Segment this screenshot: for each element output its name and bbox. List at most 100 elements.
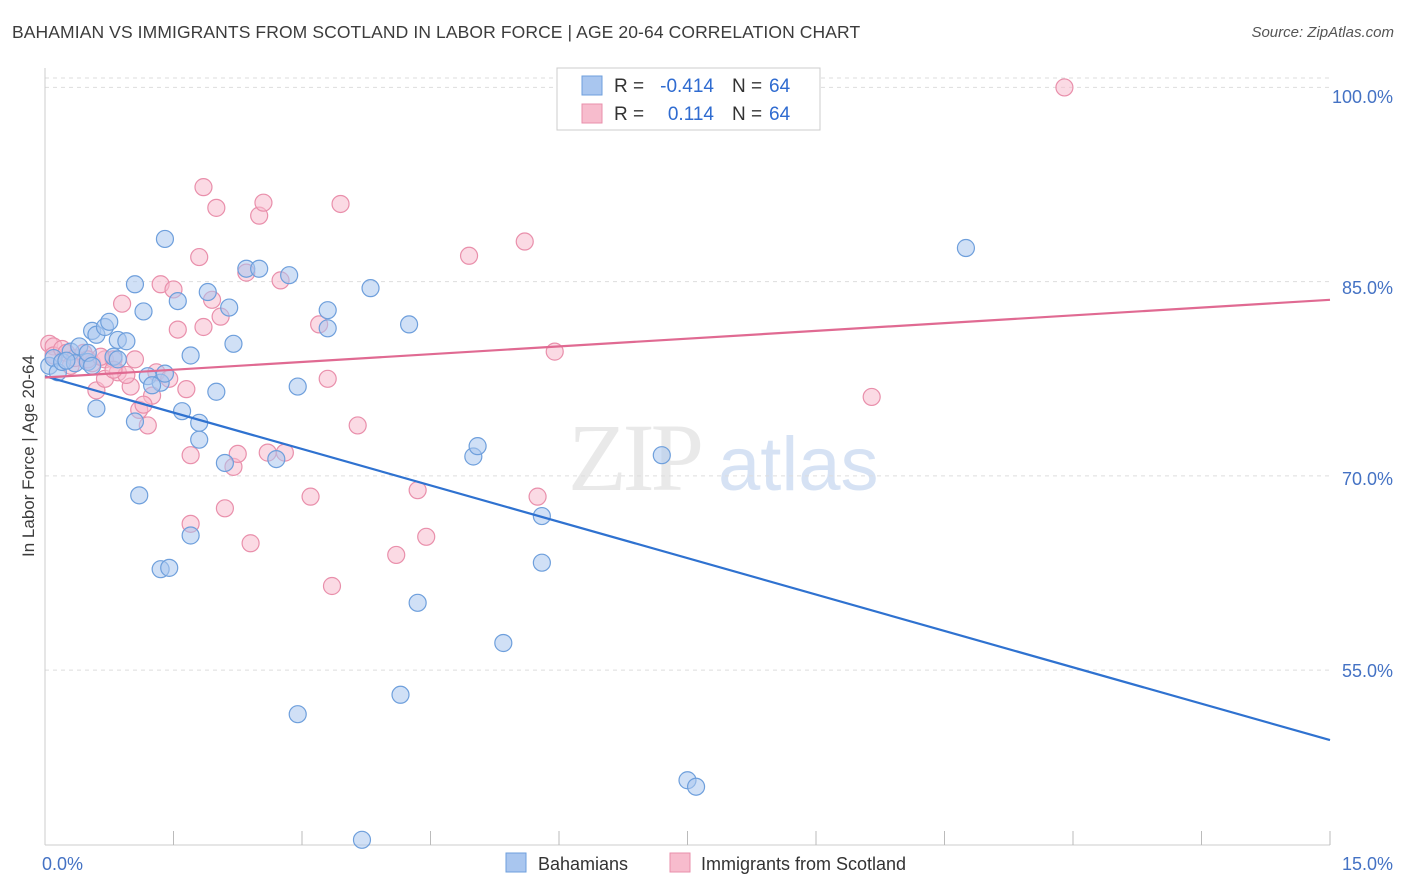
bahamians-point-52 (408, 593, 427, 612)
chart-title: BAHAMIAN VS IMMIGRANTS FROM SCOTLAND IN … (12, 22, 861, 42)
bahamians-point-31 (190, 413, 209, 432)
bahamians-point-55 (494, 633, 513, 653)
bahamians-point-63 (142, 376, 162, 395)
bahamians-point-43 (318, 319, 337, 338)
scotland-point-55 (862, 387, 881, 407)
scotland-point-36 (241, 534, 260, 553)
trend-line-scotland (44, 298, 1331, 379)
bahamians-point-42 (288, 377, 307, 396)
bahamians-point-12 (87, 399, 106, 418)
y-axis-title: In Labor Force | Age 20-64 (19, 355, 38, 557)
bahamians-point-17 (108, 350, 127, 369)
bahamians-point-46 (399, 315, 419, 334)
y-tick-label-85: 85.0% (1342, 278, 1393, 298)
scotland-point-28 (190, 247, 209, 267)
bahamians-point-39 (250, 259, 269, 278)
scotland-point-34 (228, 444, 247, 464)
bahamians-point-26 (155, 229, 175, 249)
scotland-point-31 (207, 198, 226, 217)
scotland-point-16 (125, 350, 145, 369)
bahamians-point-58 (652, 446, 671, 465)
scotland-point-27 (181, 446, 200, 465)
bahamians-point-33 (198, 282, 217, 302)
legend-bottom: Bahamians Immigrants from Scotland (505, 852, 906, 874)
bahamians-point-18 (117, 332, 136, 351)
bahamians-point-30 (181, 346, 200, 365)
watermark: ZIP atlas (568, 404, 879, 511)
legend-swatch-scotland (581, 103, 603, 124)
bahamians-point-29 (181, 526, 200, 545)
bahamians-point-19 (125, 275, 145, 294)
bahamians-point-60 (686, 777, 706, 796)
series-bahamians-points (40, 229, 976, 849)
scotland-point-47 (348, 416, 367, 435)
scotland-point-48 (387, 545, 406, 565)
bahamians-point-57 (532, 553, 551, 572)
bahamians-point-9 (83, 356, 102, 375)
scotland-point-45 (322, 576, 342, 596)
y-tick-label-55: 55.0% (1342, 661, 1393, 681)
legend-n-label-2: N = (732, 104, 762, 125)
bahamians-point-37 (224, 334, 243, 353)
legend-bottom-swatch-bahamians (505, 852, 527, 873)
bahamians-point-48 (160, 558, 179, 577)
bahamians-point-35 (215, 453, 234, 473)
bahamians-point-27 (168, 292, 187, 311)
bahamians-point-54 (468, 437, 487, 456)
bahamians-point-61 (956, 238, 976, 258)
bahamians-point-51 (391, 685, 410, 704)
scotland-point-56 (1055, 78, 1074, 97)
series-immigrants-from-scotland-points (40, 78, 1074, 596)
legend-n-value-1: 64 (769, 76, 791, 97)
scotland-point-25 (177, 380, 196, 399)
trend-lines (44, 298, 1331, 742)
scotland-point-51 (459, 246, 479, 265)
legend-top: R = -0.414 N = 64 R = 0.114 N = 64 (556, 67, 821, 131)
bahamians-point-32 (190, 430, 209, 449)
bahamians-point-36 (220, 298, 239, 317)
scotland-point-42 (301, 487, 320, 506)
legend-r-label-1: R = (614, 76, 644, 97)
bahamians-point-49 (288, 705, 307, 724)
x-tick-label-min: 0.0% (42, 854, 83, 874)
legend-bottom-label-scotland: Immigrants from Scotland (701, 854, 906, 874)
bahamians-point-34 (207, 382, 226, 401)
scotland-point-50 (417, 527, 436, 546)
bahamians-point-14 (100, 312, 119, 331)
legend-r-label-2: R = (614, 104, 644, 125)
legend-n-label-1: N = (732, 76, 762, 97)
y-tick-labels: 55.0% 70.0% 85.0% 100.0% (1332, 87, 1393, 681)
y-tick-label-100: 100.0% (1332, 87, 1393, 107)
legend-swatch-bahamians (581, 75, 603, 96)
scotland-point-38 (254, 193, 273, 212)
scotland-point-53 (528, 487, 547, 506)
scotland-point-44 (318, 369, 337, 388)
bahamians-point-40 (267, 449, 286, 469)
bahamians-point-20 (125, 412, 145, 431)
trend-line-bahamians (44, 375, 1331, 742)
legend-n-value-2: 64 (769, 104, 791, 125)
scotland-point-60 (194, 317, 213, 337)
legend-r-value-2: 0.114 (668, 104, 715, 125)
bahamians-point-44 (318, 301, 337, 320)
bahamians-point-21 (130, 486, 149, 505)
grid-lines (45, 77, 1330, 671)
scotland-point-46 (331, 194, 350, 214)
x-ticks (173, 831, 1331, 845)
y-tick-label-70: 70.0% (1342, 469, 1393, 489)
chart-source: Source: ZipAtlas.com (1251, 24, 1394, 41)
bahamians-point-50 (352, 830, 372, 849)
watermark-zip: ZIP (568, 404, 701, 511)
scotland-point-52 (515, 232, 534, 251)
bahamians-point-22 (134, 302, 153, 321)
legend-bottom-swatch-scotland (669, 852, 691, 873)
legend-r-value-1: -0.414 (660, 76, 714, 97)
x-tick-label-max: 15.0% (1342, 854, 1393, 874)
bahamians-point-62 (57, 351, 76, 370)
scotland-point-32 (215, 499, 234, 518)
scotland-point-29 (194, 178, 213, 197)
watermark-atlas: atlas (718, 422, 879, 507)
bahamians-point-45 (361, 279, 380, 298)
bahamians-point-41 (280, 266, 299, 285)
